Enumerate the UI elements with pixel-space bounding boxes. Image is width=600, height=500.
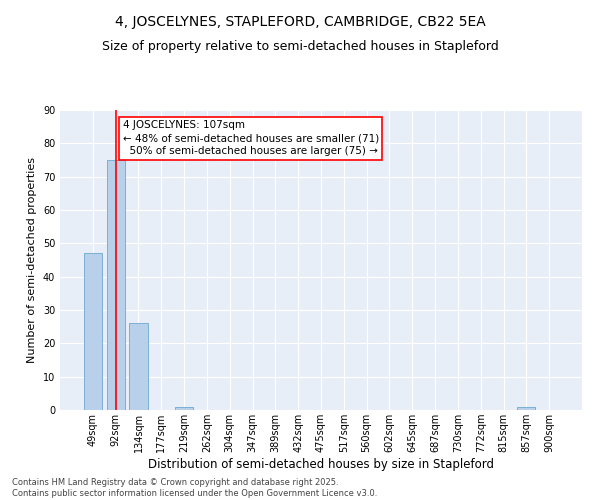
Text: 4 JOSCELYNES: 107sqm
← 48% of semi-detached houses are smaller (71)
  50% of sem: 4 JOSCELYNES: 107sqm ← 48% of semi-detac… [122,120,379,156]
Bar [130,324,148,410]
Text: 4, JOSCELYNES, STAPLEFORD, CAMBRIDGE, CB22 5EA: 4, JOSCELYNES, STAPLEFORD, CAMBRIDGE, CB… [115,15,485,29]
Bar [517,406,535,410]
Bar [175,406,193,410]
Text: Contains HM Land Registry data © Crown copyright and database right 2025.
Contai: Contains HM Land Registry data © Crown c… [12,478,377,498]
Bar [84,254,102,410]
X-axis label: Distribution of semi-detached houses by size in Stapleford: Distribution of semi-detached houses by … [148,458,494,471]
Text: Size of property relative to semi-detached houses in Stapleford: Size of property relative to semi-detach… [101,40,499,53]
Y-axis label: Number of semi-detached properties: Number of semi-detached properties [27,157,37,363]
Bar [107,160,125,410]
